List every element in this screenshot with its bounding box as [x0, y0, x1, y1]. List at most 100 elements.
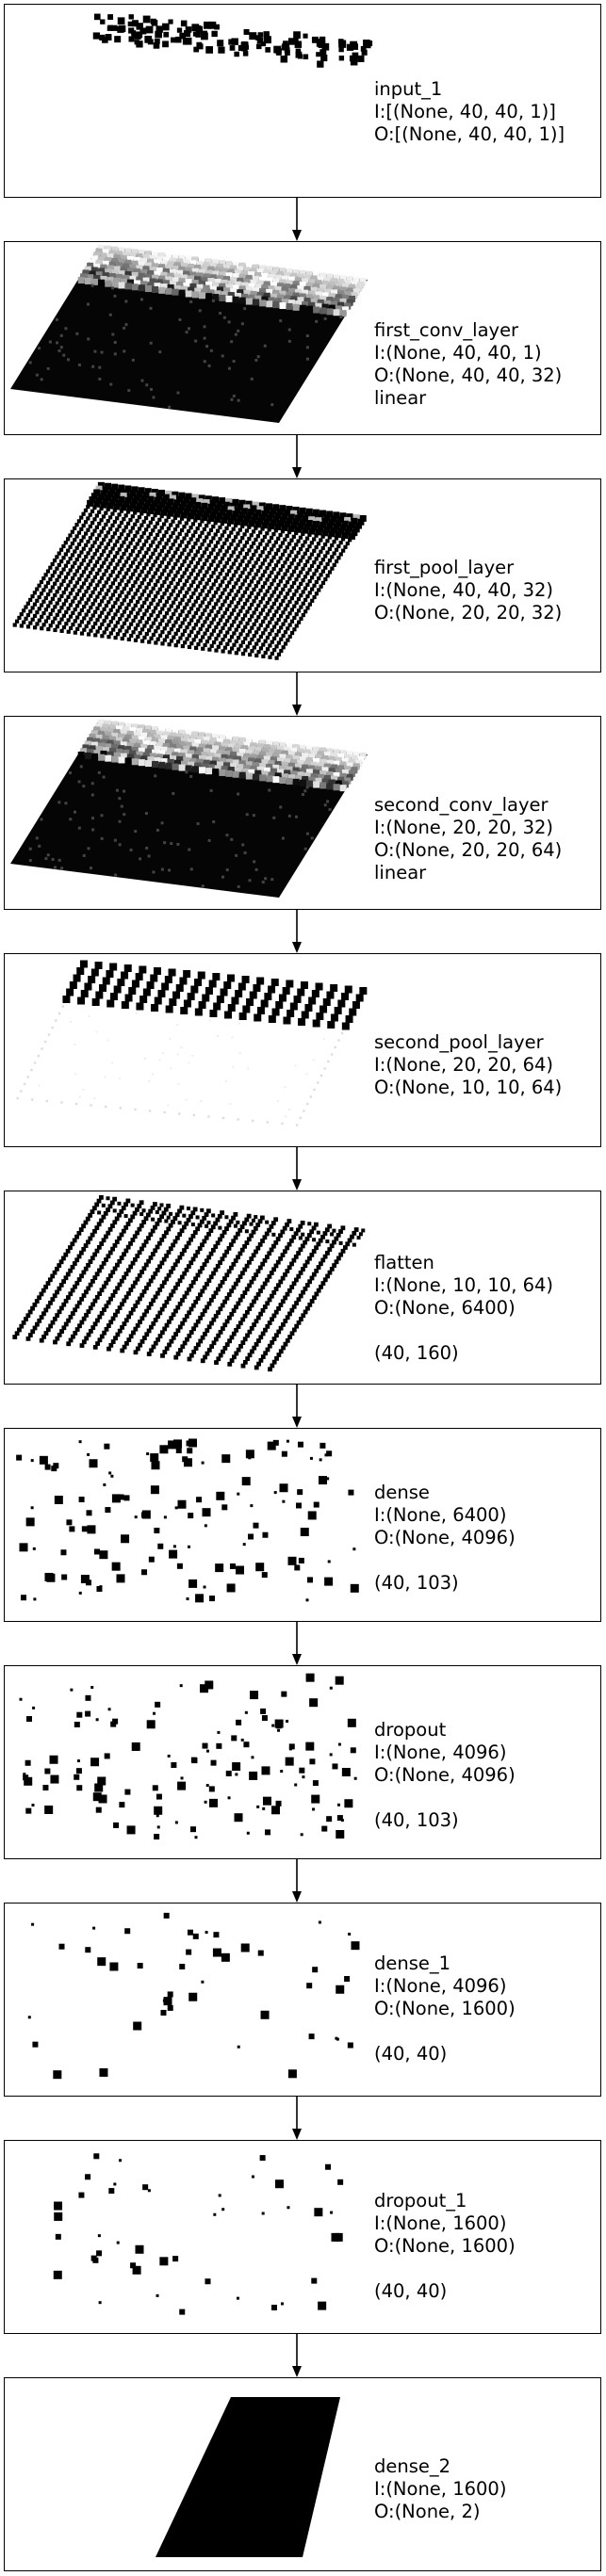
activation-cell [106, 970, 114, 978]
activation-cell [50, 574, 55, 578]
activation-cell [270, 2304, 277, 2310]
activation-cell [237, 527, 242, 532]
activation-cell [195, 560, 201, 566]
activation-cell [355, 759, 363, 767]
activation-cell [197, 1246, 203, 1251]
activation-cell [193, 518, 198, 523]
activation-cell [144, 597, 149, 602]
activation-cell [289, 1285, 295, 1289]
activation-cell [236, 566, 240, 571]
activation-cell [276, 745, 284, 753]
activation-cell [249, 533, 254, 538]
activation-cell [180, 632, 185, 637]
activation-cell [128, 587, 134, 591]
activation-cell [103, 1210, 108, 1216]
activation-cell [218, 1225, 222, 1230]
activation-cell [155, 1210, 159, 1215]
activation-cell [228, 39, 235, 45]
activation-cell [281, 610, 286, 615]
activation-cell [116, 1574, 125, 1583]
activation-cell [81, 1270, 87, 1275]
activation-cell [286, 1719, 289, 1723]
activation-cell [153, 571, 158, 575]
activation-cell [270, 640, 274, 644]
activation-cell [222, 501, 230, 509]
activation-cell [216, 563, 221, 568]
activation-cell [321, 778, 329, 786]
activation-cell [148, 1302, 154, 1306]
activation-cell [115, 725, 123, 733]
activation-cell [147, 640, 152, 644]
activation-cell [180, 551, 185, 556]
layer-box: dense I:(None, 6400) O:(None, 4096) (40, 10… [4, 1428, 601, 1622]
activation-cell [70, 541, 75, 546]
activation-cell [230, 751, 237, 758]
activation-cell [129, 252, 137, 260]
activation-cell [250, 637, 254, 642]
activation-cell [74, 569, 79, 574]
activation-cell [274, 749, 282, 756]
activation-cell [165, 1005, 173, 1013]
activation-cell [250, 625, 254, 630]
activation-cell [271, 555, 276, 559]
activation-cell [166, 1226, 172, 1232]
activation-cell [139, 857, 142, 861]
activation-cell [130, 1306, 136, 1312]
activation-cell [194, 1836, 198, 1839]
activation-cell [183, 1458, 192, 1467]
activation-cell [106, 507, 110, 511]
activation-cell [309, 1275, 315, 1281]
activation-cell [185, 730, 192, 737]
activation-cell [361, 49, 368, 56]
activation-cell [205, 1208, 211, 1214]
activation-cell [203, 1585, 206, 1589]
activation-cell [301, 555, 305, 559]
activation-cell [230, 513, 237, 521]
activation-cell [141, 1242, 147, 1248]
activation-cell [173, 620, 178, 624]
activation-cell [88, 512, 92, 517]
activation-cell [229, 1103, 232, 1105]
activation-cell [264, 877, 268, 881]
activation-cell [231, 1239, 237, 1244]
activation-cell [150, 1252, 156, 1256]
activation-cell [90, 1209, 95, 1214]
activation-cell [112, 543, 118, 547]
activation-cell [299, 282, 306, 289]
activation-cell [144, 1286, 149, 1290]
activation-cell [131, 497, 139, 505]
activation-cell [193, 1322, 199, 1328]
activation-cell [221, 1253, 227, 1258]
activation-cell [290, 272, 298, 280]
activation-cell [279, 648, 284, 654]
activation-cell [168, 1223, 173, 1228]
activation-cell [218, 594, 222, 599]
activation-cell [331, 775, 338, 783]
activation-cell [258, 265, 266, 272]
activation-cell [189, 1826, 196, 1833]
activation-cell [202, 527, 206, 532]
activation-cell [255, 1269, 261, 1274]
activation-cell [177, 531, 182, 536]
activation-cell [282, 987, 290, 995]
activation-cell [243, 267, 251, 274]
activation-cell [303, 33, 308, 39]
activation-cell [77, 277, 85, 284]
activation-cell [97, 510, 102, 514]
activation-cell [301, 612, 305, 618]
activation-cell [134, 32, 141, 40]
activation-cell [273, 1491, 277, 1495]
activation-cell [140, 281, 148, 288]
activation-cell [222, 264, 230, 271]
activation-cell [319, 49, 327, 57]
activation-cell [143, 515, 149, 521]
activation-cell [99, 1288, 105, 1293]
activation-cell [355, 522, 363, 529]
activation-cell [226, 1269, 232, 1274]
activation-cell [139, 1292, 145, 1298]
activation-cell [163, 841, 167, 845]
activation-cell [208, 980, 217, 988]
activation-cell [138, 724, 145, 732]
activation-cell [259, 1215, 265, 1221]
activation-cell [169, 534, 173, 539]
